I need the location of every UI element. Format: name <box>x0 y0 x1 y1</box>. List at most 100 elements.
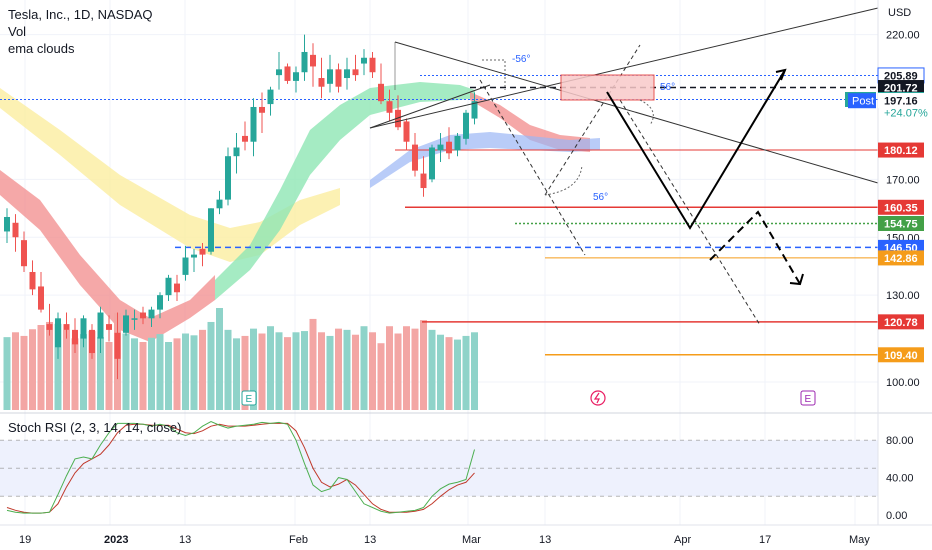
candle <box>250 98 257 157</box>
price-tick-label: 170.00 <box>886 174 920 186</box>
candle <box>335 63 342 93</box>
candle <box>310 43 316 87</box>
price-tick-label: 220.00 <box>886 30 920 42</box>
candle-body <box>182 257 189 275</box>
candle <box>420 156 427 197</box>
candle <box>114 312 121 380</box>
trendline-rising <box>369 7 879 129</box>
angle-marker-3 <box>639 99 654 126</box>
candle-body <box>471 101 478 119</box>
volume-bar <box>173 338 181 410</box>
candle-body <box>267 89 274 105</box>
candle-body <box>191 254 197 258</box>
candle-body <box>463 112 469 139</box>
candle <box>63 312 70 339</box>
candle <box>38 271 44 313</box>
earnings-marker <box>800 390 816 406</box>
candle-body <box>429 147 435 180</box>
candle <box>463 109 469 145</box>
candle <box>55 312 61 359</box>
price-tag-label: 120.78 <box>884 317 918 329</box>
candle-body <box>174 283 180 293</box>
post-market-tag <box>848 93 876 109</box>
candle-body <box>437 144 444 151</box>
volume-bar <box>318 332 325 410</box>
time-tick-label: 13 <box>364 534 376 546</box>
ema-cloud-red <box>0 170 215 342</box>
price-tag-label: 160.35 <box>884 202 918 214</box>
volume-bar <box>292 332 300 410</box>
candle-body <box>106 324 112 330</box>
legend-title: Tesla, Inc., 1D, NASDAQ <box>8 7 153 22</box>
angle-label-1: -56° <box>512 54 530 65</box>
volume-bar <box>275 332 283 410</box>
candle <box>157 292 163 319</box>
volume-bar <box>352 334 359 410</box>
rsi-tick-label: 80.00 <box>886 435 914 447</box>
volume-bar <box>97 337 104 410</box>
volume-bar <box>182 333 189 410</box>
candle-body <box>412 144 418 171</box>
price-tag-label: 205.89 <box>884 70 918 82</box>
price-tag <box>878 314 924 330</box>
earnings-marker-label: E <box>805 394 812 405</box>
candle-body <box>140 312 146 319</box>
candle <box>267 86 274 116</box>
candle <box>378 63 384 105</box>
volume-bar <box>165 342 172 410</box>
volume-series <box>3 308 478 410</box>
volume-bar <box>250 328 257 410</box>
price-tick-label: 100.00 <box>886 377 920 389</box>
volume-bar <box>54 323 62 410</box>
volume-bar <box>267 326 274 410</box>
price-tag-label: 201.72 <box>884 83 918 95</box>
volume-bar <box>428 329 436 410</box>
candle <box>80 315 87 348</box>
volume-bar <box>71 338 79 410</box>
candle-body <box>131 318 138 320</box>
candle <box>182 245 189 281</box>
price-tag-label: 142.86 <box>884 253 918 265</box>
volume-bar <box>454 339 461 410</box>
candle <box>403 118 410 151</box>
candle-body <box>276 69 282 76</box>
time-tick-label: 2023 <box>104 534 128 546</box>
candle-body <box>454 135 461 151</box>
legend-ema-clouds: ema clouds <box>8 41 75 56</box>
candle <box>208 208 214 255</box>
time-tick-label: 13 <box>539 534 551 546</box>
triangle-lower <box>369 84 491 129</box>
candle-body <box>165 277 172 296</box>
volume-bar <box>241 335 249 410</box>
time-tick-label: Mar <box>462 534 481 546</box>
candle <box>454 133 461 157</box>
candle <box>369 51 376 79</box>
candle-body <box>310 54 316 67</box>
candle-body <box>55 318 61 348</box>
volume-bar <box>369 332 376 410</box>
volume-bar <box>301 331 308 410</box>
projection-path-solid <box>606 69 786 230</box>
candle <box>259 92 265 134</box>
candle-body <box>208 208 214 252</box>
candle-body <box>327 69 333 84</box>
candle <box>12 214 19 252</box>
dashed-projection-3 <box>619 99 761 326</box>
candle <box>301 34 308 81</box>
ema-cloud-red-2 <box>470 92 590 152</box>
time-tick-label: 19 <box>19 534 31 546</box>
volume-bar <box>360 326 368 410</box>
candle-body <box>89 329 95 354</box>
volume-bar <box>148 337 155 410</box>
stoch-rsi-legend: Stoch RSI (2, 3, 14, 14, close) <box>8 420 182 435</box>
volume-bar <box>445 337 453 410</box>
candle <box>344 57 350 90</box>
price-tick-label: 130.00 <box>886 290 920 302</box>
price-tag-label: 197.16 <box>884 96 918 108</box>
volume-bar <box>80 334 87 410</box>
candle <box>140 306 146 325</box>
dashed-projection-1 <box>479 79 586 256</box>
time-tick-label: 17 <box>759 534 771 546</box>
volume-bar <box>207 321 215 410</box>
